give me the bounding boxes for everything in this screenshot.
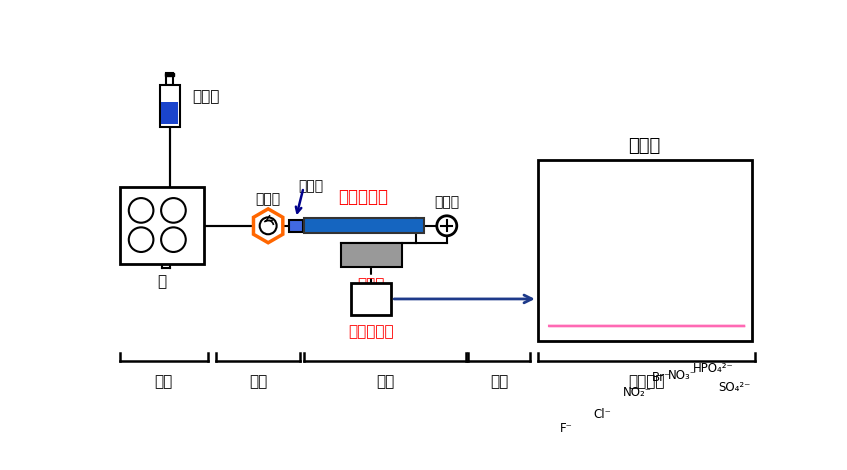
- Text: 离子色谱柱: 离子色谱柱: [339, 188, 389, 205]
- Bar: [161, 102, 178, 124]
- Text: 检测: 检测: [490, 375, 508, 390]
- Bar: [352, 283, 391, 315]
- Bar: [165, 73, 174, 77]
- Circle shape: [161, 198, 185, 223]
- Text: SO₄²⁻: SO₄²⁻: [718, 381, 750, 394]
- Polygon shape: [253, 209, 283, 243]
- Text: NO₂⁻: NO₂⁻: [623, 386, 652, 399]
- Text: 数据记录: 数据记录: [628, 375, 665, 390]
- Text: 进样: 进样: [249, 375, 268, 390]
- Circle shape: [129, 227, 153, 252]
- Text: 电导检测器: 电导检测器: [348, 325, 394, 339]
- Text: 保护柱: 保护柱: [299, 179, 324, 193]
- Bar: [304, 218, 424, 234]
- Text: 泵: 泵: [158, 274, 167, 289]
- Text: 输液: 输液: [154, 375, 173, 390]
- Circle shape: [437, 216, 457, 236]
- Text: 色谱图: 色谱图: [628, 138, 661, 156]
- Circle shape: [161, 227, 185, 252]
- Bar: [119, 188, 204, 264]
- Text: F⁻: F⁻: [560, 422, 573, 435]
- Text: Cl⁻: Cl⁻: [594, 407, 612, 421]
- Text: Br⁻: Br⁻: [652, 371, 672, 384]
- Text: 进样器: 进样器: [256, 192, 280, 206]
- Bar: [538, 160, 752, 341]
- Text: 抑制器: 抑制器: [357, 277, 385, 292]
- Bar: [166, 73, 174, 85]
- Bar: [289, 219, 303, 232]
- Circle shape: [260, 217, 277, 234]
- Text: NO₃⁻: NO₃⁻: [667, 369, 696, 382]
- Circle shape: [129, 198, 153, 223]
- Text: HPO₄²⁻: HPO₄²⁻: [693, 361, 734, 375]
- Bar: [159, 85, 180, 127]
- Text: 分离: 分离: [376, 375, 395, 390]
- Text: 流动相: 流动相: [193, 89, 220, 104]
- Text: 检测池: 检测池: [435, 196, 459, 210]
- Bar: [340, 243, 402, 267]
